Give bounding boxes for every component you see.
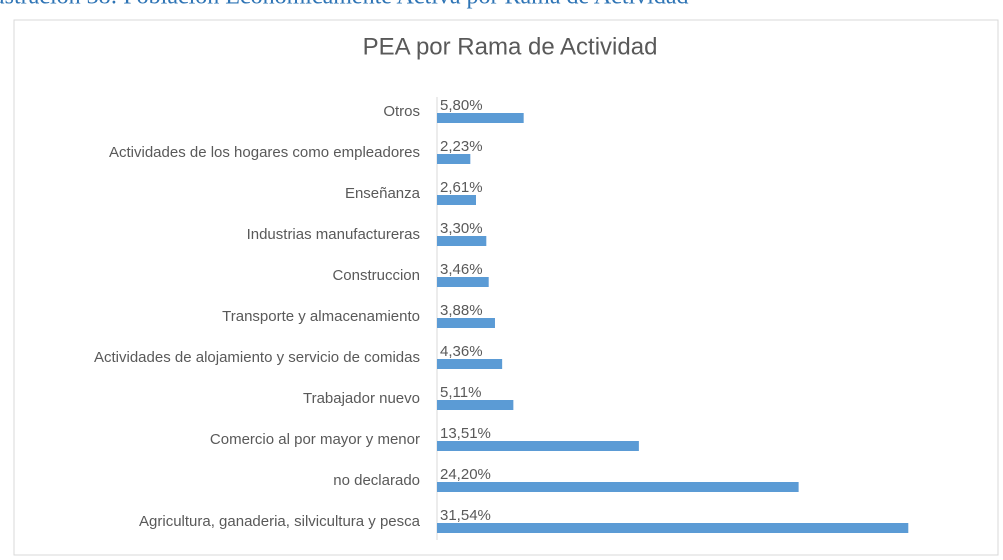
- bar: [437, 359, 503, 369]
- bar: [437, 277, 489, 287]
- data-label: 2,61%: [440, 179, 483, 196]
- bar: [437, 195, 477, 205]
- data-label: 24,20%: [440, 466, 491, 483]
- data-label: 13,51%: [440, 425, 491, 442]
- chart-frame: [13, 19, 999, 556]
- data-label: 3,46%: [440, 261, 483, 278]
- y-tick-label: Comercio al por mayor y menor: [210, 431, 420, 448]
- bar: [437, 236, 487, 246]
- data-label: 3,30%: [440, 220, 483, 237]
- data-label: 4,36%: [440, 343, 483, 360]
- data-label: 3,88%: [440, 302, 483, 319]
- y-tick-label: Transporte y almacenamiento: [222, 308, 420, 325]
- data-label: 5,80%: [440, 97, 483, 114]
- y-tick-label: Industrias manufactureras: [247, 226, 420, 243]
- bar: [437, 400, 514, 410]
- data-label: 31,54%: [440, 507, 491, 524]
- bar: [437, 523, 909, 533]
- data-label: 2,23%: [440, 138, 483, 155]
- bar: [437, 482, 799, 492]
- y-tick-label: no declarado: [333, 472, 420, 489]
- caption: Ilustración 38: Población Económicamente…: [0, 0, 688, 10]
- data-label: 5,11%: [440, 384, 481, 401]
- bar: [437, 154, 471, 164]
- y-tick-label: Actividades de los hogares como empleado…: [109, 144, 420, 161]
- y-tick-label: Otros: [383, 103, 420, 120]
- y-tick-label: Actividades de alojamiento y servicio de…: [94, 349, 420, 366]
- chart-title: PEA por Rama de Actividad: [363, 33, 658, 60]
- y-tick-label: Construccion: [332, 267, 420, 284]
- bar: [437, 441, 639, 451]
- y-tick-label: Trabajador nuevo: [303, 390, 420, 407]
- bar: [437, 113, 524, 123]
- bar: [437, 318, 495, 328]
- y-tick-label: Enseñanza: [345, 185, 421, 202]
- y-tick-label: Agricultura, ganaderia, silvicultura y p…: [139, 513, 421, 530]
